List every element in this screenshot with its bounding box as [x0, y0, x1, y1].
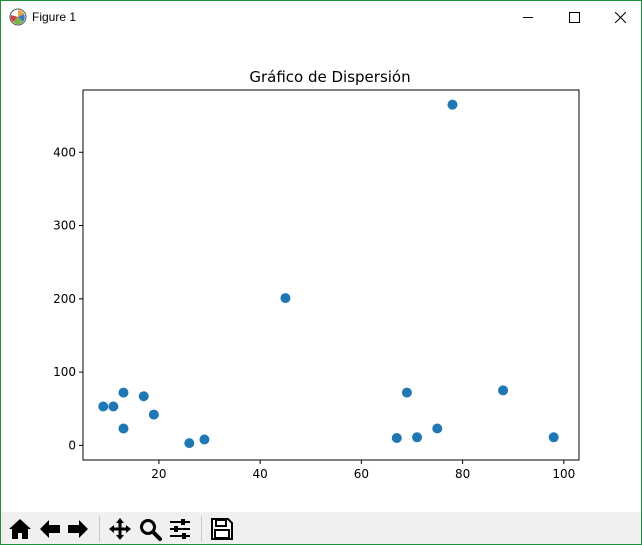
scatter-point [148, 409, 159, 420]
back-button[interactable] [37, 516, 63, 542]
title-bar[interactable]: Figure 1 [1, 1, 641, 33]
maximize-icon [568, 11, 580, 23]
forward-icon [68, 520, 88, 538]
scatter-point [391, 433, 402, 444]
scatter-point [498, 385, 509, 396]
scatter-point [548, 432, 559, 443]
scatter-point [118, 423, 129, 434]
axes-frame [82, 89, 580, 461]
forward-button[interactable] [65, 516, 91, 542]
x-tick-label: 80 [455, 467, 470, 481]
minimize-button[interactable] [505, 1, 551, 33]
navigation-toolbar [1, 512, 641, 544]
scatter-point [432, 423, 443, 434]
toolbar-separator [201, 516, 202, 542]
chart-title: Gráfico de Dispersión [249, 68, 410, 86]
scatter-point [108, 401, 119, 412]
x-tick-label: 20 [151, 467, 166, 481]
y-tick-label: 300 [53, 219, 76, 233]
y-tick-label: 100 [53, 365, 76, 379]
scatter-point [401, 387, 412, 398]
scatter-point [280, 293, 291, 304]
scatter-point [98, 401, 109, 412]
toolbar-separator [99, 516, 100, 542]
y-tick-label: 400 [53, 145, 76, 159]
plot-area: Gráfico de Dispersión 20 40 60 80 100 0 100 20… [1, 33, 641, 511]
save-icon [211, 518, 233, 540]
x-tick-label: 60 [354, 467, 369, 481]
scatter-point [118, 387, 129, 398]
x-axis: 20 40 60 80 100 [151, 460, 575, 481]
maximize-button[interactable] [551, 1, 597, 33]
x-tick-label: 100 [552, 467, 575, 481]
scatter-chart: Gráfico de Dispersión 20 40 60 80 100 010020… [53, 68, 580, 481]
home-icon [9, 519, 31, 539]
scatter-points [98, 99, 559, 449]
configure-subplots-button[interactable] [167, 516, 193, 542]
scatter-point [412, 432, 423, 443]
x-tick-label: 40 [253, 467, 268, 481]
pan-icon [109, 518, 131, 540]
close-button[interactable] [597, 1, 642, 33]
y-tick-label: 0 [68, 438, 76, 452]
matplotlib-app-icon [9, 8, 27, 26]
window-title: Figure 1 [32, 10, 77, 24]
save-button[interactable] [209, 516, 235, 542]
zoom-button[interactable] [137, 516, 163, 542]
configure-icon [170, 519, 190, 539]
scatter-point [138, 391, 149, 402]
back-icon [40, 520, 60, 538]
y-tick-label: 200 [53, 292, 76, 306]
pan-button[interactable] [107, 516, 133, 542]
scatter-point [199, 434, 210, 445]
close-icon [614, 11, 626, 23]
zoom-icon [140, 519, 162, 541]
y-axis: 0 100 200 300 400 [53, 145, 83, 452]
minimize-icon [522, 16, 533, 18]
home-button[interactable] [7, 516, 33, 542]
scatter-point [447, 99, 458, 110]
scatter-point [184, 438, 195, 449]
